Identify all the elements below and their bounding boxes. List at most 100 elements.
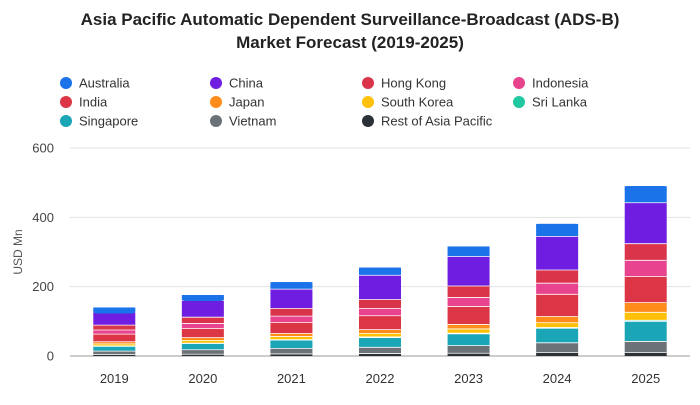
bar-cap-2020 [181,294,224,301]
bar-segment-2023-vietnam [447,345,490,354]
y-tick-200: 200 [32,279,54,294]
bar-segment-2025-india [624,276,667,303]
bar-segment-2021-india [270,322,313,334]
y-axis-label: USD Mn [11,229,25,274]
y-tick-0: 0 [47,349,54,364]
chart-title-line-2: Market Forecast (2019-2025) [236,33,464,52]
bar-segment-2019-india [93,334,136,342]
bar-segment-2022-japan [359,329,401,334]
y-tick-400: 400 [32,210,54,225]
x-tick-2019: 2019 [100,371,129,386]
bar-segment-2021-singapore [270,340,313,349]
legend-label-australia: Australia [79,76,130,91]
legend-marker-australia [60,77,72,89]
bar-segment-2023-singapore [447,333,490,346]
bar-segment-2021-rest-of-asia-pacific [270,353,313,356]
bar-cap-2019 [93,307,136,314]
bar-segment-2020-japan [181,337,224,341]
x-tick-2024: 2024 [543,371,572,386]
bar-cap-2024 [536,223,579,230]
bar-segment-2025-china [624,202,667,244]
legend-label-hong-kong: Hong Kong [381,76,446,91]
bar-segment-2020-china [181,300,224,318]
bar-segment-2025-vietnam [624,341,667,353]
legend-marker-india [60,96,72,108]
bar-segment-2025-hong-kong [624,243,667,261]
bar-segment-2020-hong-kong [181,317,224,324]
bar-segment-2025-south-korea [624,312,667,321]
bar-segment-2023-indonesia [447,297,490,307]
x-tick-2025: 2025 [631,371,660,386]
bars [93,186,667,356]
bar-segment-2019-vietnam [93,351,136,355]
legend-label-south-korea: South Korea [381,95,454,110]
legend-marker-china [210,77,222,89]
bar-segment-2019-hong-kong [93,325,136,330]
bar-segment-2021-japan [270,333,313,337]
bar-segment-2020-vietnam [181,349,224,355]
bar-segment-2023-rest-of-asia-pacific [447,353,490,356]
bar-segment-2023-china [447,256,490,286]
legend-label-rest-of-asia-pacific: Rest of Asia Pacific [381,114,493,129]
legend-label-china: China [229,76,264,91]
x-axis: 2019 2020 2021 2022 2023 2024 2025 [100,371,660,386]
bar-segment-2020-indonesia [181,323,224,329]
bar-segment-2021-south-korea [270,336,313,340]
x-tick-2020: 2020 [188,371,217,386]
bar-segment-2024-south-korea [536,322,579,328]
bar-cap-2023 [447,246,490,253]
bar-segment-2025-japan [624,302,667,313]
bar-segment-2024-rest-of-asia-pacific [536,352,579,356]
bar-segment-2021-hong-kong [270,308,313,317]
bar-segment-2021-vietnam [270,348,313,354]
bar-segment-2019-rest-of-asia-pacific [93,354,136,356]
bar-segment-2023-hong-kong [447,285,490,298]
bar-segment-2025-singapore [624,321,667,342]
bar-segment-2019-japan [93,341,136,344]
bar-segment-2024-japan [536,316,579,323]
legend-label-indonesia: Indonesia [532,76,589,91]
legend-label-sri-lanka: Sri Lanka [532,95,588,110]
legend-label-vietnam: Vietnam [229,114,276,129]
chart-title-line-1: Asia Pacific Automatic Dependent Surveil… [81,10,620,29]
bar-segment-2023-india [447,306,490,325]
bar-segment-2022-south-korea [359,333,401,337]
bar-segment-2024-hong-kong [536,270,579,284]
legend-marker-singapore [60,115,72,127]
bar-segment-2022-rest-of-asia-pacific [359,353,401,356]
bar-segment-2020-south-korea [181,340,224,344]
legend: Australia China Hong Kong Indonesia India Jap… [60,76,589,129]
bar-segment-2022-singapore [359,337,401,348]
legend-marker-hong-kong [362,77,374,89]
bar-segment-2019-indonesia [93,330,136,335]
legend-label-india: India [79,95,108,110]
bar-segment-2022-indonesia [359,308,401,316]
bar-segment-2022-hong-kong [359,299,401,309]
x-tick-2021: 2021 [277,371,306,386]
x-tick-2023: 2023 [454,371,483,386]
legend-marker-indonesia [513,77,525,89]
legend-label-singapore: Singapore [79,114,138,129]
legend-label-japan: Japan [229,95,264,110]
bar-segment-2019-singapore [93,346,136,352]
bar-segment-2019-china [93,311,136,326]
legend-marker-south-korea [362,96,374,108]
legend-marker-japan [210,96,222,108]
bar-segment-2022-vietnam [359,347,401,354]
y-axis: 0 200 400 600 [32,141,54,364]
bar-segment-2024-vietnam [536,342,579,353]
bar-segment-2023-japan [447,324,490,329]
bar-segment-2021-indonesia [270,316,313,323]
bar-segment-2024-indonesia [536,283,579,295]
y-tick-600: 600 [32,141,54,156]
bar-segment-2025-sri-lanka [624,320,667,322]
bar-segment-2025-indonesia [624,260,667,277]
bar-segment-2020-india [181,328,224,338]
bar-segment-2022-india [359,315,401,330]
bar-segment-2025-rest-of-asia-pacific [624,352,667,356]
bar-segment-2022-china [359,275,401,300]
bar-segment-2024-singapore [536,328,579,343]
bar-cap-2021 [270,282,313,289]
